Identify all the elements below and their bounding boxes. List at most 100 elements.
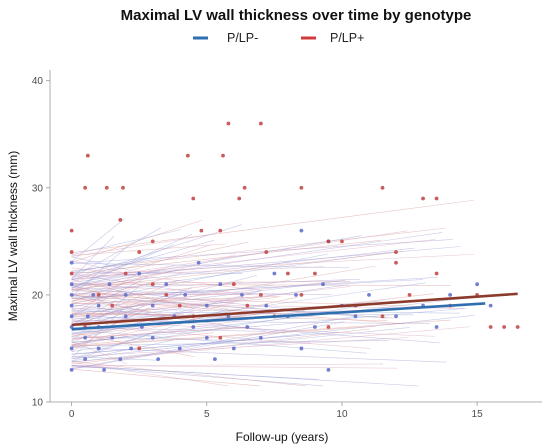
subject-trajectory xyxy=(71,347,447,363)
subject-trajectory xyxy=(71,251,403,290)
data-point xyxy=(258,121,263,126)
data-point xyxy=(107,282,112,287)
data-point xyxy=(245,303,250,308)
data-point xyxy=(69,314,74,319)
data-point xyxy=(313,325,317,329)
data-point xyxy=(299,228,304,233)
subject-trajectory xyxy=(71,337,409,358)
subject-trajectory xyxy=(71,287,193,327)
subject-trajectory xyxy=(71,321,345,370)
subject-trajectory xyxy=(71,267,261,291)
data-point xyxy=(245,325,250,329)
subject-trajectory xyxy=(71,235,362,286)
x-tick-label: 5 xyxy=(204,409,210,420)
subject-trajectory xyxy=(71,244,212,291)
data-point xyxy=(204,303,209,308)
subject-trajectory xyxy=(71,332,214,347)
data-point xyxy=(96,346,101,351)
data-point xyxy=(110,303,115,308)
subject-trajectory xyxy=(71,281,242,304)
data-point xyxy=(321,282,325,287)
subject-trajectory xyxy=(71,362,229,387)
subject-trajectory xyxy=(71,298,243,320)
subject-trajectory xyxy=(71,288,237,311)
data-point xyxy=(226,121,231,126)
data-point xyxy=(69,228,74,233)
data-point xyxy=(96,293,101,297)
x-axis-label: Follow-up (years) xyxy=(236,430,329,444)
data-point xyxy=(218,282,223,287)
data-point xyxy=(69,346,74,351)
subject-trajectory xyxy=(71,361,306,387)
data-point xyxy=(434,271,439,276)
subject-trajectory xyxy=(71,239,215,281)
data-point xyxy=(488,303,493,308)
subject-trajectory xyxy=(71,339,173,362)
data-point xyxy=(448,293,452,297)
data-point xyxy=(150,303,155,308)
subject-trajectory xyxy=(71,278,360,290)
subject-trajectory xyxy=(71,266,324,277)
data-point xyxy=(83,335,88,340)
data-point xyxy=(237,196,242,201)
data-point xyxy=(434,196,439,201)
data-point xyxy=(326,239,331,244)
subject-trajectory xyxy=(71,239,453,264)
data-point xyxy=(185,153,190,158)
data-point xyxy=(313,271,317,276)
data-point xyxy=(258,335,263,340)
data-point xyxy=(394,260,398,265)
data-point xyxy=(231,346,236,351)
data-point xyxy=(421,196,425,201)
legend-label-plp-minus: P/LP- xyxy=(227,31,258,45)
subject-trajectory xyxy=(71,368,260,387)
data-point xyxy=(137,346,142,351)
data-point xyxy=(191,325,196,329)
subject-trajectory xyxy=(71,327,410,363)
subject-trajectory xyxy=(71,307,467,343)
subject-trajectory xyxy=(71,265,175,293)
data-point xyxy=(285,271,290,276)
data-point xyxy=(218,228,223,233)
data-point xyxy=(502,325,507,329)
data-point xyxy=(196,260,201,265)
data-point xyxy=(475,282,480,287)
subject-trajectory xyxy=(71,356,160,361)
subject-trajectory xyxy=(71,230,408,282)
legend-label-plp-plus: P/LP+ xyxy=(330,31,364,45)
x-tick-label: 15 xyxy=(472,409,484,420)
data-point xyxy=(183,293,188,297)
subject-trajectory xyxy=(71,227,162,279)
subject-trajectory xyxy=(71,304,286,334)
data-point xyxy=(69,250,74,254)
data-point xyxy=(515,325,520,329)
data-point xyxy=(118,218,123,222)
data-point xyxy=(191,196,196,201)
data-point xyxy=(96,303,101,308)
subject-trajectory xyxy=(71,277,142,303)
data-point xyxy=(69,367,74,372)
subject-trajectory xyxy=(71,218,125,262)
data-point xyxy=(150,335,155,340)
y-tick-label: 10 xyxy=(32,398,44,409)
chart-title: Maximal LV wall thickness over time by g… xyxy=(121,7,472,24)
data-point xyxy=(272,271,277,276)
data-point xyxy=(221,153,225,158)
data-point xyxy=(85,314,90,319)
legend: P/LP- P/LP+ xyxy=(193,31,364,45)
data-point xyxy=(299,293,304,297)
data-point xyxy=(380,314,385,319)
data-point xyxy=(129,346,133,351)
subject-trajectory xyxy=(71,233,193,289)
data-point xyxy=(156,357,161,362)
data-point xyxy=(380,185,385,190)
data-point xyxy=(213,357,217,362)
subject-trajectory xyxy=(71,253,328,305)
subject-trajectory xyxy=(71,363,384,367)
data-point xyxy=(123,293,128,297)
subject-trajectory xyxy=(71,227,446,271)
axes: 0 5 10 15 10 20 30 40 xyxy=(32,70,542,420)
data-point xyxy=(434,325,439,329)
data-point xyxy=(407,293,412,297)
y-tick-label: 40 xyxy=(32,76,44,87)
